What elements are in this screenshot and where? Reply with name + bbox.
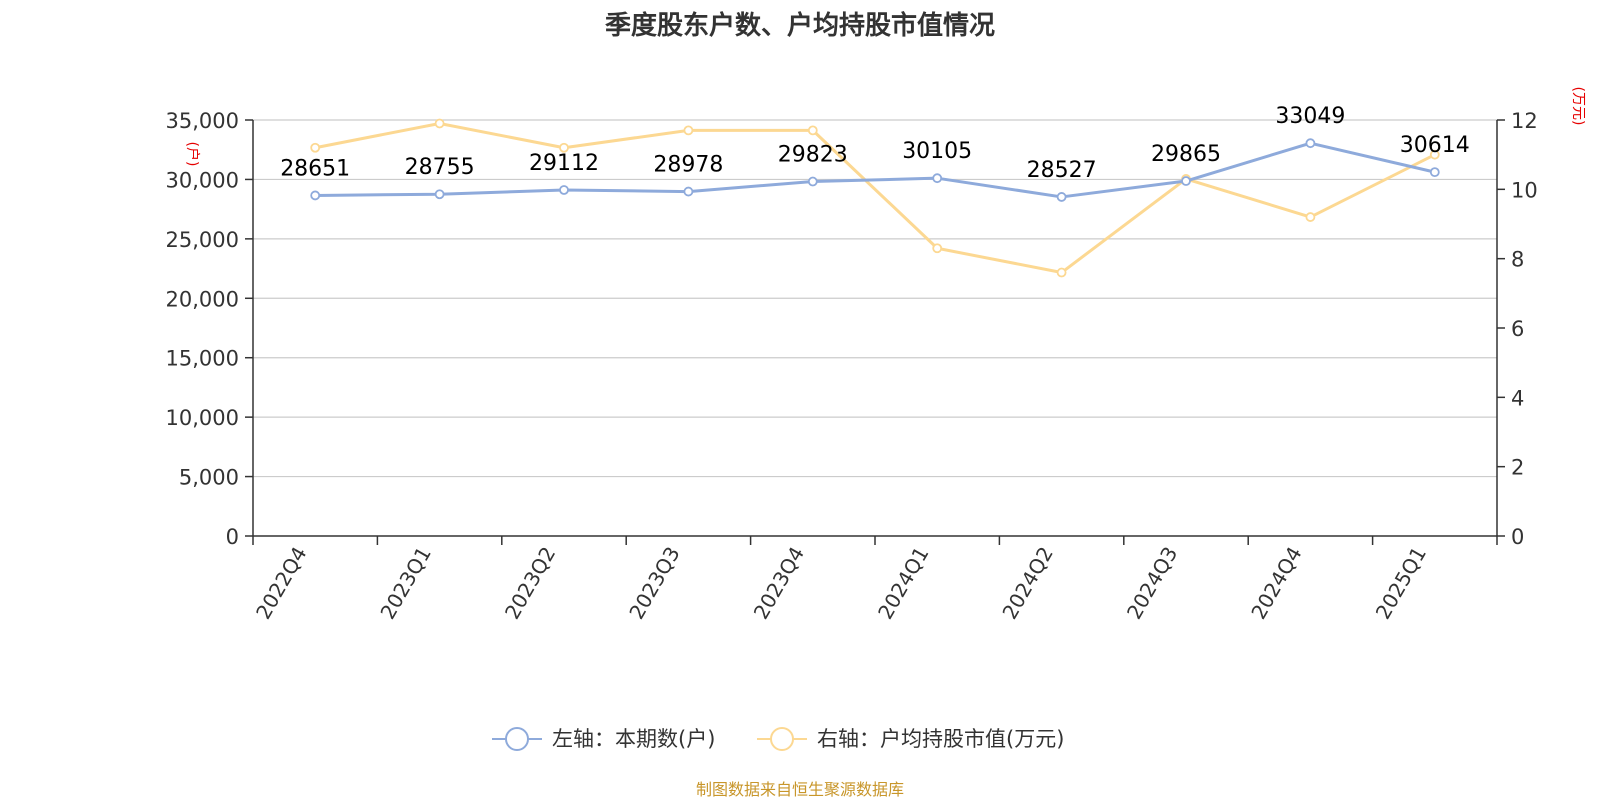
legend-marker-holders — [505, 727, 529, 751]
data-label-holders: 28978 — [653, 153, 723, 178]
x-axis-ticks: 2022Q4 2023Q1 2023Q2 2023Q3 2023Q4 2024Q1 2024… — [251, 536, 1498, 624]
left-tick-label: 0 — [226, 525, 239, 549]
right-tick-label: 6 — [1511, 317, 1524, 341]
point-holders[interactable] — [932, 173, 943, 184]
point-market-value[interactable] — [310, 142, 321, 153]
x-tick-label: 2023Q3 — [624, 543, 684, 624]
point-market-value[interactable] — [434, 118, 445, 129]
point-holders[interactable] — [310, 190, 321, 201]
source-note: 制图数据来自恒生聚源数据库 — [696, 780, 904, 799]
left-tick-label: 10,000 — [166, 406, 239, 430]
x-tick-label: 2024Q1 — [873, 543, 933, 624]
data-label-holders: 28527 — [1027, 158, 1097, 183]
point-holders[interactable] — [683, 186, 694, 197]
left-tick-label: 15,000 — [166, 347, 239, 371]
data-label-holders: 28651 — [280, 156, 350, 181]
point-holders[interactable] — [1056, 192, 1067, 202]
point-market-value[interactable] — [1429, 149, 1440, 160]
right-tick-label: 12 — [1511, 109, 1538, 133]
data-label-holders: 30105 — [902, 139, 972, 164]
x-tick-label: 2023Q2 — [500, 543, 560, 624]
point-market-value[interactable] — [1056, 267, 1067, 278]
right-tick-label: 2 — [1511, 456, 1524, 480]
point-holders[interactable] — [434, 189, 445, 200]
legend-item-holders[interactable]: 左轴：本期数(户) — [492, 727, 715, 751]
point-market-value[interactable] — [932, 243, 943, 254]
point-market-value[interactable] — [683, 125, 694, 136]
data-label-holders: 28755 — [405, 155, 475, 180]
series-line-market-value — [314, 121, 1436, 275]
x-tick-label: 2022Q4 — [251, 543, 311, 624]
point-holders[interactable] — [807, 176, 818, 187]
left-tick-label: 30,000 — [166, 168, 239, 192]
right-axis-unit: (万元) — [1570, 87, 1586, 126]
series-line-holders — [315, 141, 1436, 199]
x-tick-label: 2024Q2 — [997, 543, 1057, 624]
point-holders[interactable] — [1181, 176, 1191, 186]
point-market-value[interactable] — [807, 125, 818, 136]
data-label-holders: 29112 — [529, 151, 599, 176]
data-label-holders: 29823 — [778, 143, 848, 168]
legend-label-market-value: 右轴：户均持股市值(万元) — [817, 727, 1064, 751]
chart-title: 季度股东户数、户均持股市值情况 — [605, 10, 995, 41]
point-market-value[interactable] — [559, 142, 569, 153]
right-tick-label: 8 — [1511, 248, 1524, 272]
legend-item-market-value[interactable]: 右轴：户均持股市值(万元) — [757, 727, 1064, 751]
axes — [252, 120, 1498, 537]
data-label-holders: 29865 — [1151, 142, 1221, 167]
right-tick-label: 10 — [1511, 178, 1538, 202]
right-tick-label: 0 — [1511, 525, 1524, 549]
point-holders[interactable] — [1305, 138, 1316, 149]
legend-marker-market-value — [770, 727, 794, 751]
x-tick-label: 2025Q1 — [1371, 543, 1431, 624]
x-tick-label: 2023Q1 — [375, 543, 435, 624]
legend[interactable]: 左轴：本期数(户) 右轴：户均持股市值(万元) — [492, 727, 1064, 751]
series — [310, 118, 1440, 278]
right-axis-ticks: 0 2 4 6 8 10 12 — [1497, 109, 1538, 549]
data-label-holders: 33049 — [1275, 104, 1345, 129]
data-labels: 28651 28755 29112 28978 29823 30105 28527 29865… — [280, 104, 1470, 183]
right-tick-label: 4 — [1511, 386, 1524, 410]
left-tick-label: 35,000 — [166, 109, 239, 133]
x-tick-label: 2023Q4 — [749, 543, 809, 624]
point-market-value[interactable] — [1305, 212, 1316, 222]
left-tick-label: 20,000 — [166, 287, 239, 311]
point-holders[interactable] — [559, 185, 569, 195]
data-label-holders: 30614 — [1400, 133, 1470, 158]
legend-label-holders: 左轴：本期数(户) — [552, 727, 715, 751]
left-tick-label: 25,000 — [166, 228, 239, 252]
left-tick-label: 5,000 — [179, 466, 239, 490]
x-tick-label: 2024Q3 — [1122, 543, 1182, 624]
left-axis-unit: (户) — [184, 142, 201, 167]
point-holders[interactable] — [1429, 167, 1440, 178]
left-axis-ticks: 0 5,000 10,000 15,000 20,000 25,000 30,000 35,0… — [166, 109, 253, 549]
x-tick-label: 2024Q4 — [1246, 543, 1306, 624]
